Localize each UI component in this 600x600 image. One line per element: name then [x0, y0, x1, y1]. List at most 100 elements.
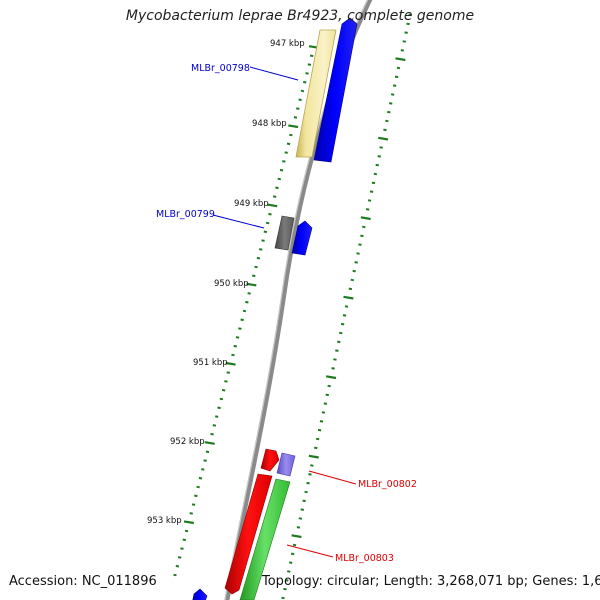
feature-khaki-bar[interactable] — [295, 29, 337, 158]
minor-tick-mark — [283, 587, 287, 591]
minor-tick-mark — [242, 309, 247, 313]
minor-tick-mark — [408, 13, 412, 17]
minor-tick-mark — [304, 490, 308, 494]
minor-tick-mark — [373, 172, 378, 176]
minor-tick-mark — [245, 300, 249, 304]
minor-tick-mark — [327, 384, 331, 388]
major-tick-mark — [378, 136, 389, 141]
minor-tick-mark — [235, 336, 240, 339]
minor-tick-mark — [177, 556, 182, 559]
minor-tick-mark — [203, 459, 207, 462]
minor-tick-mark — [281, 596, 285, 600]
minor-tick-mark — [385, 119, 389, 123]
minor-tick-mark — [277, 177, 281, 181]
minor-tick-mark — [302, 499, 306, 503]
minor-tick-mark — [272, 195, 277, 198]
minor-tick-mark — [379, 146, 383, 149]
major-tick-mark — [204, 441, 215, 445]
minor-tick-mark — [404, 31, 408, 34]
minor-tick-mark — [289, 561, 293, 564]
gene-label-00802[interactable]: MLBr_00802 — [358, 479, 417, 490]
minor-tick-mark — [392, 84, 397, 87]
minor-tick-mark — [261, 239, 265, 242]
minor-tick-mark — [344, 305, 349, 308]
minor-tick-mark — [275, 186, 279, 190]
feature-green-long-cds[interactable] — [239, 478, 291, 600]
minor-tick-mark — [247, 292, 251, 295]
minor-tick-mark — [279, 168, 284, 172]
tick-label-947: 947 kbp — [270, 39, 305, 49]
minor-tick-mark — [196, 485, 200, 489]
minor-tick-mark — [308, 473, 312, 476]
minor-tick-mark — [184, 529, 189, 533]
minor-tick-mark — [337, 340, 341, 344]
feature-red-small[interactable] — [260, 448, 280, 472]
feature-blue-cds-00798[interactable] — [313, 17, 358, 163]
minor-tick-mark — [325, 393, 329, 397]
minor-tick-mark — [310, 464, 314, 467]
minor-tick-mark — [356, 252, 360, 255]
minor-tick-mark — [226, 371, 230, 374]
minor-tick-mark — [371, 181, 376, 185]
feature-purple-small[interactable] — [276, 452, 296, 477]
minor-tick-mark — [268, 212, 272, 216]
minor-tick-mark — [306, 481, 310, 485]
minor-tick-mark — [296, 107, 300, 110]
tick-label-952: 952 kbp — [170, 437, 205, 447]
minor-tick-mark — [300, 508, 304, 511]
minor-tick-mark — [396, 66, 401, 70]
tick-label-953: 953 kbp — [147, 516, 182, 526]
minor-tick-mark — [362, 225, 366, 229]
minor-tick-mark — [369, 190, 374, 193]
minor-tick-mark — [182, 538, 186, 542]
major-tick-mark — [326, 375, 337, 380]
minor-tick-mark — [173, 573, 177, 577]
outer-tick-ring — [281, 13, 412, 600]
minor-tick-mark — [180, 547, 184, 550]
minor-tick-mark — [219, 397, 224, 401]
minor-tick-mark — [383, 128, 387, 132]
minor-tick-mark — [303, 80, 307, 84]
major-tick-mark — [308, 454, 319, 459]
minor-tick-mark — [360, 234, 364, 238]
minor-tick-mark — [335, 349, 339, 352]
minor-tick-mark — [198, 476, 203, 480]
minor-tick-mark — [296, 526, 301, 529]
feature-gray-small[interactable] — [274, 215, 295, 251]
gene-label-00803[interactable]: MLBr_00803 — [335, 553, 394, 564]
minor-tick-mark — [238, 327, 242, 330]
major-tick-mark — [291, 534, 302, 539]
minor-tick-mark — [293, 116, 298, 119]
minor-tick-mark — [201, 468, 205, 471]
minor-tick-mark — [342, 314, 347, 317]
gene-label-00798[interactable]: MLBr_00798 — [191, 63, 250, 74]
minor-tick-mark — [256, 256, 261, 260]
genome-title: Mycobacterium leprae Br4923, complete ge… — [125, 8, 475, 24]
minor-tick-mark — [365, 208, 370, 211]
feature-blue-cds-00799[interactable] — [291, 220, 313, 256]
minor-tick-mark — [333, 358, 337, 361]
gene-label-00799[interactable]: MLBr_00799 — [156, 209, 215, 220]
minor-tick-mark — [305, 72, 309, 75]
minor-tick-mark — [402, 40, 406, 43]
major-tick-mark — [395, 57, 406, 62]
major-tick-mark — [183, 520, 194, 525]
minor-tick-mark — [290, 552, 295, 556]
minor-tick-mark — [286, 142, 291, 146]
minor-tick-mark — [233, 344, 237, 348]
minor-tick-mark — [224, 380, 228, 383]
major-tick-mark — [225, 361, 236, 366]
minor-tick-mark — [254, 265, 258, 269]
minor-tick-mark — [298, 98, 302, 102]
minor-tick-mark — [210, 432, 214, 436]
feature-red-long-cds[interactable] — [224, 473, 273, 595]
minor-tick-mark — [259, 248, 263, 251]
minor-tick-mark — [314, 446, 318, 450]
minor-tick-mark — [300, 89, 305, 93]
feature-blue-bottom[interactable] — [192, 588, 208, 600]
genome-summary: Topology: circular; Length: 3,268,071 bp… — [262, 574, 600, 589]
major-tick-mark — [246, 282, 257, 287]
minor-tick-mark — [309, 54, 314, 58]
tick-label-948: 948 kbp — [252, 119, 287, 129]
